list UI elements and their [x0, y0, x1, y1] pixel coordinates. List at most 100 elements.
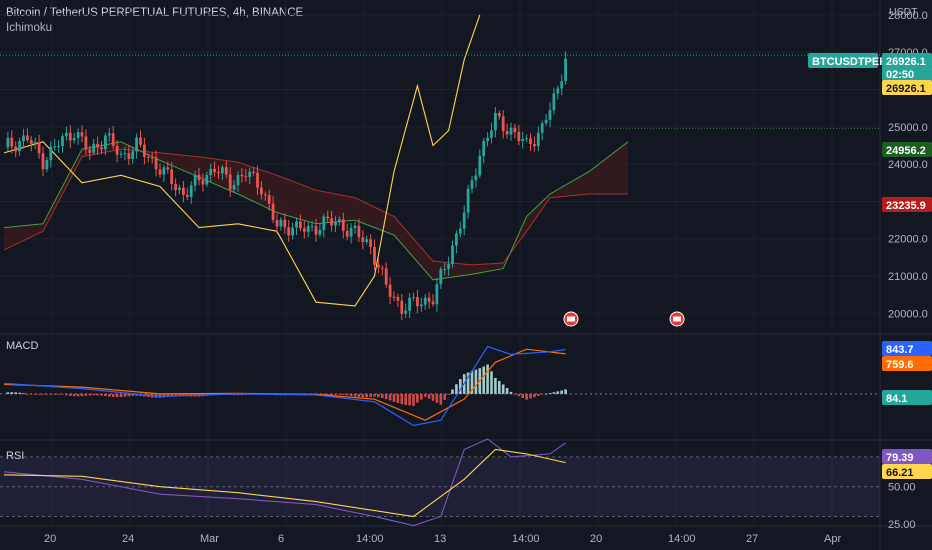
candle — [260, 187, 263, 195]
candle — [166, 167, 170, 170]
candle — [45, 160, 49, 170]
candle — [96, 143, 99, 148]
macd-histogram-bar — [65, 393, 68, 396]
macd-histogram-bar — [108, 393, 111, 397]
candle — [361, 237, 365, 242]
price-tick-label: 28000.0 — [888, 10, 928, 22]
candle — [447, 263, 450, 270]
candle — [111, 133, 115, 146]
macd-histogram-bar — [482, 366, 485, 394]
macd-histogram-bar — [552, 392, 556, 394]
candle — [419, 304, 423, 307]
candle — [466, 188, 470, 213]
macd-histogram-bar — [178, 393, 181, 396]
candle — [146, 157, 150, 159]
macd-histogram-bar — [427, 393, 431, 399]
lagging-tag: 26926.1 — [886, 83, 926, 95]
candle — [143, 144, 146, 158]
macd-value-tag: 843.7 — [886, 344, 914, 356]
time-tick-label: 13 — [434, 533, 446, 545]
rsi-tick-label: 50.00 — [888, 482, 916, 494]
candle — [423, 297, 427, 305]
lagging-tag-bg — [882, 80, 932, 95]
candle — [267, 195, 271, 204]
macd-value-tag-bg — [882, 341, 932, 356]
macd-histogram-bar — [451, 389, 454, 394]
macd-histogram-bar — [408, 393, 411, 406]
candle — [435, 284, 439, 305]
macd-histogram-bar — [513, 393, 517, 395]
candle — [353, 225, 357, 228]
candle — [431, 301, 435, 305]
macd-histogram-bar — [6, 392, 10, 394]
candle — [61, 136, 64, 147]
indicator-label[interactable]: Ichimoku — [6, 22, 53, 34]
candle — [513, 127, 517, 132]
candle — [18, 141, 21, 152]
candle — [182, 187, 185, 195]
candle — [205, 175, 209, 185]
candle — [509, 127, 513, 135]
candle — [72, 137, 76, 141]
candle — [548, 110, 552, 120]
candle — [236, 174, 240, 186]
macd-histogram-bar — [439, 393, 443, 405]
macd-histogram-bar — [357, 393, 361, 398]
macd-histogram-bar — [505, 388, 509, 394]
macd-histogram-bar — [240, 393, 244, 396]
candle — [560, 81, 564, 89]
candle — [197, 174, 201, 181]
ichimoku-cloud — [4, 141, 628, 280]
macd-histogram-bar — [18, 392, 21, 394]
macd-histogram-bar — [92, 393, 95, 396]
candle — [123, 153, 127, 155]
rsi-title: RSI — [6, 450, 24, 462]
macd-histogram-bar — [72, 393, 76, 397]
price-tick-label: 22000.0 — [888, 234, 928, 246]
candle — [240, 174, 244, 177]
candle — [10, 137, 14, 147]
candle — [505, 131, 509, 135]
time-tick-label: 14:00 — [356, 533, 384, 545]
candle — [540, 123, 544, 133]
candle — [494, 112, 497, 131]
macd-histogram-bar — [416, 393, 419, 403]
candle — [232, 185, 236, 190]
time-tick-label: 14:00 — [512, 533, 540, 545]
macd-histogram-bar — [548, 393, 552, 394]
macd-histogram-bar — [412, 393, 415, 406]
candle — [88, 149, 92, 153]
candle — [533, 144, 536, 147]
candle — [544, 119, 548, 124]
time-tick-label: 6 — [278, 533, 284, 545]
candle — [330, 218, 333, 226]
event-flag-icon-inner — [673, 316, 681, 322]
macd-histogram-bar — [127, 393, 131, 397]
macd-histogram-bar — [111, 393, 115, 397]
macd-histogram-bar — [123, 393, 127, 397]
candle — [318, 229, 322, 235]
candle — [427, 297, 431, 302]
macd-histogram-bar — [69, 393, 72, 396]
candle — [275, 220, 279, 227]
rsi-ma-line — [3, 448, 566, 518]
macd-histogram-bar — [49, 393, 53, 395]
candle — [474, 175, 478, 181]
candle — [6, 137, 10, 148]
macd-histogram-bar — [236, 393, 240, 396]
candle — [525, 138, 528, 140]
candle — [53, 146, 57, 148]
macd-histogram-bar — [100, 393, 103, 396]
candle — [178, 187, 181, 191]
macd-histogram-bar — [162, 393, 166, 398]
candle — [22, 135, 25, 142]
macd-histogram-bar — [459, 379, 462, 394]
macd-histogram-bar — [84, 393, 88, 396]
candle — [80, 132, 84, 137]
candle — [92, 143, 96, 153]
macd-histogram-bar — [342, 393, 345, 395]
candle — [244, 176, 248, 178]
macd-histogram-bar — [115, 393, 119, 398]
candle — [107, 133, 111, 136]
